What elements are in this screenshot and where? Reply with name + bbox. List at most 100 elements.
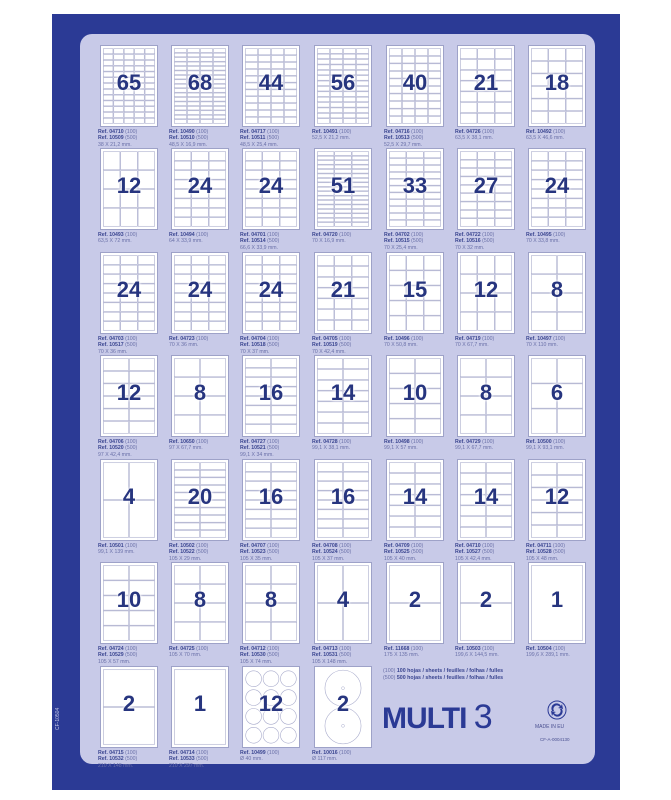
reference-code: Ref. 04711 [526, 543, 552, 549]
label-cell [174, 110, 187, 115]
label-count: 24 [544, 173, 570, 198]
label-cell [356, 91, 369, 97]
label-cell [129, 396, 155, 409]
label-cell [279, 207, 297, 218]
label-cell [477, 102, 495, 113]
label-count: 14 [330, 380, 356, 405]
label-cell [134, 88, 145, 95]
label-layout-graphic [389, 151, 441, 227]
label-sheet-item: 24 Ref. 04704 (100) Ref. 10518 (500) 70 X 3… [238, 252, 304, 355]
sheet-thumbnail: 12 [457, 252, 515, 334]
sheet-quantity: (100) [267, 646, 280, 652]
label-layout-graphic [103, 462, 155, 538]
label-cell [200, 97, 213, 102]
label-cell [494, 184, 512, 194]
label-cell [174, 311, 192, 322]
label-cell [245, 603, 271, 622]
label-size: 70 X 32 mm. [455, 244, 485, 251]
label-cell [317, 86, 330, 92]
label-cell [279, 293, 297, 303]
label-cell [548, 60, 566, 74]
label-cell [137, 311, 155, 322]
label-cell [174, 321, 192, 331]
label-cell [137, 274, 155, 284]
label-count: 24 [187, 277, 213, 302]
sheet-thumbnail: 12 [528, 459, 586, 541]
label-cell [317, 173, 335, 178]
label-cell [548, 170, 566, 180]
label-cell [389, 315, 407, 331]
label-cell [245, 75, 258, 83]
label-cell [477, 159, 495, 168]
label-cell [213, 79, 226, 84]
sheet-thumbnail: 24 [242, 148, 300, 230]
label-cell [129, 500, 155, 538]
sheet-quantity: (500) [553, 549, 566, 556]
label-cell [317, 91, 330, 97]
sheet-thumbnail: 12 [242, 666, 300, 748]
label-cell [423, 192, 441, 200]
reference-info: Ref. 04702 (100) Ref. 10515 (500) 70 X 25,… [384, 232, 423, 251]
sheet-quantity: (100) [196, 129, 209, 135]
reference-code: Ref. 10498 [384, 439, 410, 445]
label-cell [486, 473, 512, 484]
label-cell [460, 193, 478, 202]
label-cell [174, 462, 200, 470]
reference-code: Ref. 04728 [312, 439, 338, 445]
label-cell [389, 483, 415, 495]
reference-code: Ref. 04713 [312, 646, 338, 652]
label-cell [284, 62, 297, 69]
label-cell [200, 114, 213, 120]
label-cell [245, 151, 263, 161]
reference-code: Ref. 10513 [384, 135, 410, 142]
label-cell [389, 270, 407, 286]
sheet-quantity: (500) [482, 549, 495, 556]
label-cell [129, 383, 155, 396]
label-cell [258, 89, 271, 97]
reference-line: Ref. 10531 (500) [312, 652, 351, 658]
label-cell [123, 88, 135, 95]
label-cell [486, 526, 512, 538]
label-layout-graphic [317, 565, 369, 641]
label-cell [187, 101, 200, 106]
label-cell [317, 107, 330, 113]
label-cell [486, 494, 512, 506]
reference-line: Ref. 04724 (100) [98, 646, 137, 652]
label-size: 97 X 67,7 mm. [169, 445, 203, 452]
label-cell [262, 670, 280, 687]
reference-info: Ref. 10495 (100) 70 X 33,8 mm. [526, 232, 565, 245]
label-cell [245, 377, 271, 387]
label-cell [460, 201, 478, 210]
label-cell [280, 727, 297, 744]
label-cell [460, 210, 478, 219]
label-cell [213, 106, 226, 111]
reference-code: Ref. 04717 [240, 129, 266, 135]
label-cell [280, 708, 297, 725]
label-cell [494, 91, 512, 103]
label-cell [200, 469, 226, 478]
label-cell [174, 61, 187, 66]
label-cell [245, 68, 258, 76]
label-cell [356, 112, 369, 119]
label-layout-graphic [245, 48, 297, 124]
label-cell [103, 707, 155, 745]
label-cell [113, 88, 124, 95]
label-cell [279, 189, 297, 199]
label-cell [460, 112, 478, 124]
label-cell [174, 75, 187, 80]
label-cell [343, 422, 369, 434]
label-layout-graphic [103, 255, 155, 331]
label-layout-graphic [245, 670, 297, 744]
label-cell [123, 60, 135, 66]
label-cell [531, 565, 583, 641]
label-cell [330, 96, 343, 103]
label-cell [174, 507, 200, 515]
reference-line: Ref. 10498 (100) [384, 439, 423, 445]
sheet-quantity: (500) [125, 756, 138, 763]
sheet-quantity: (100) [410, 646, 423, 652]
label-cell [191, 311, 209, 322]
label-cell [406, 206, 424, 213]
label-layout-graphic [460, 48, 512, 124]
label-cell [494, 274, 512, 293]
label-cell [317, 319, 335, 331]
